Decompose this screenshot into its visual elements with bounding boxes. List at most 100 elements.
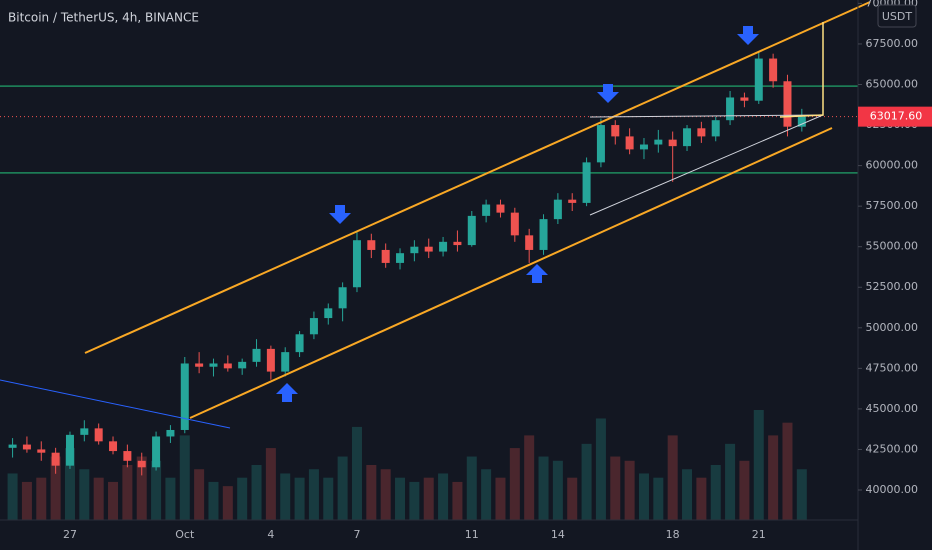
candle-body bbox=[352, 240, 361, 288]
volume-bar bbox=[667, 435, 678, 520]
y-tick-label: 50000.00 bbox=[866, 321, 919, 334]
chart-title: Bitcoin / TetherUS, 4h, BINANCE bbox=[8, 11, 199, 25]
volume-bar bbox=[423, 477, 434, 520]
volume-bar bbox=[251, 465, 262, 520]
channel-upper bbox=[84, 1, 871, 354]
candle-body bbox=[109, 441, 118, 452]
arrow-down bbox=[597, 84, 619, 103]
candle-body bbox=[324, 308, 333, 319]
volume-bar bbox=[50, 456, 61, 520]
last-price-box bbox=[858, 106, 932, 127]
candle-body bbox=[266, 348, 275, 372]
y-tick-label: 40000.00 bbox=[866, 483, 919, 496]
volume-bar bbox=[194, 469, 205, 520]
candle-body bbox=[223, 363, 232, 369]
volume-bar bbox=[323, 477, 334, 520]
arrow-up bbox=[276, 383, 298, 402]
candle-body bbox=[467, 215, 476, 246]
volume-bar bbox=[337, 456, 348, 520]
volume-bar bbox=[552, 460, 563, 520]
y-tick-label: 60000.00 bbox=[866, 159, 919, 172]
volume-bar bbox=[222, 486, 233, 520]
candle-body bbox=[22, 444, 31, 450]
candle-body bbox=[740, 97, 749, 101]
volume-bar bbox=[696, 477, 707, 520]
y-tick-label: 42500.00 bbox=[866, 442, 919, 455]
candle-body bbox=[166, 429, 175, 437]
volume-bar bbox=[179, 435, 190, 520]
candle-body bbox=[568, 199, 577, 203]
volume-bar bbox=[610, 456, 621, 520]
candle-body bbox=[195, 363, 204, 367]
candle-layer bbox=[8, 52, 806, 476]
x-tick-label: Oct bbox=[175, 528, 195, 541]
volume-bar bbox=[108, 481, 119, 520]
volume-bar bbox=[438, 473, 449, 520]
volume-bar bbox=[79, 469, 90, 520]
candle-body bbox=[424, 246, 433, 252]
volume-bar bbox=[280, 473, 291, 520]
candle-body bbox=[596, 125, 605, 163]
candle-body bbox=[553, 199, 562, 220]
volume-bar bbox=[567, 477, 578, 520]
candle-body bbox=[754, 58, 763, 101]
candle-body bbox=[726, 97, 735, 121]
volume-bar bbox=[653, 477, 664, 520]
candle-body bbox=[439, 241, 448, 252]
arrow-down bbox=[329, 205, 351, 224]
volume-bar bbox=[682, 469, 693, 520]
candle-body bbox=[683, 128, 692, 147]
x-tick-label: 7 bbox=[353, 528, 360, 541]
volume-bar bbox=[21, 481, 32, 520]
candle-body bbox=[625, 136, 634, 150]
candle-body bbox=[309, 318, 318, 335]
volume-bar bbox=[136, 456, 147, 520]
y-tick-label: 45000.00 bbox=[866, 402, 919, 415]
y-tick-label: 57500.00 bbox=[866, 199, 919, 212]
volume-bar bbox=[768, 435, 779, 520]
axis-layer: 40000.00 42500.00 45000.00 47500.00 50000.00… bbox=[63, 0, 932, 541]
volume-bar bbox=[538, 456, 549, 520]
candle-body bbox=[37, 449, 46, 453]
volume-bar bbox=[7, 473, 18, 520]
volume-bar bbox=[308, 469, 319, 520]
triangle-bottom bbox=[589, 114, 824, 216]
volume-bar bbox=[380, 469, 391, 520]
volume-bar bbox=[710, 465, 721, 520]
x-tick-label: 11 bbox=[465, 528, 479, 541]
volume-bar bbox=[36, 477, 47, 520]
y-tick-label: 55000.00 bbox=[866, 240, 919, 253]
candle-body bbox=[252, 348, 261, 362]
volume-bar bbox=[366, 465, 377, 520]
volume-bar bbox=[796, 469, 807, 520]
candle-body bbox=[295, 334, 304, 353]
candle-body bbox=[611, 125, 620, 137]
y-tick-label: 65000.00 bbox=[866, 78, 919, 91]
candle-body bbox=[510, 212, 519, 236]
candle-body bbox=[123, 451, 132, 461]
currency: USDT bbox=[882, 10, 913, 23]
volume-bar bbox=[265, 448, 276, 520]
volume-bar bbox=[151, 460, 162, 520]
volume-bar bbox=[93, 477, 104, 520]
volume-bar bbox=[165, 477, 176, 520]
candle-body bbox=[281, 352, 290, 372]
volume-bar bbox=[495, 477, 506, 520]
candle-body bbox=[94, 428, 103, 442]
candle-body bbox=[80, 428, 89, 435]
trend-line bbox=[0, 379, 231, 429]
arrow-up bbox=[526, 264, 548, 283]
volume-bar bbox=[753, 410, 764, 520]
candle-body bbox=[496, 204, 505, 213]
candle-body bbox=[180, 363, 189, 430]
candle-body bbox=[783, 81, 792, 127]
candle-body bbox=[668, 139, 677, 147]
volume-bar bbox=[524, 435, 535, 520]
volume-bar bbox=[351, 426, 362, 520]
candle-body bbox=[209, 363, 218, 367]
currency-box bbox=[877, 4, 917, 28]
volume-bar bbox=[739, 460, 750, 520]
last-price-label: 63017.60 bbox=[870, 110, 923, 123]
volume-bar bbox=[208, 481, 219, 520]
